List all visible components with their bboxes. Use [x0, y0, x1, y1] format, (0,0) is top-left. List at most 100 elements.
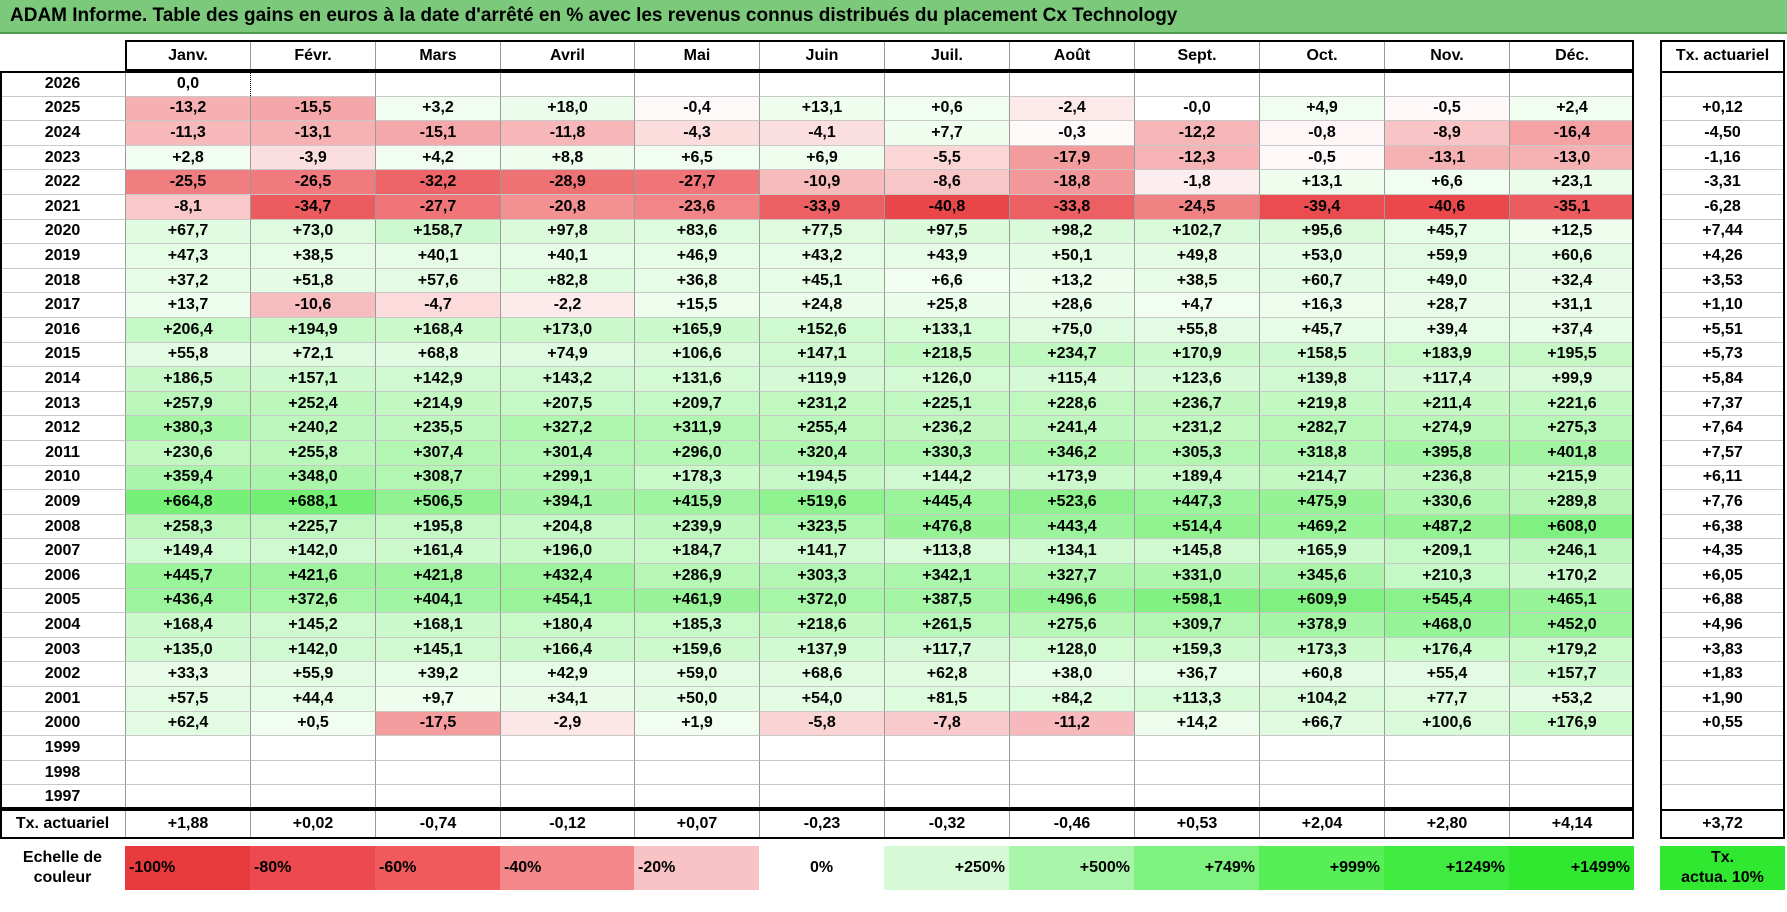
gain-cell[interactable]: +28,7 [1384, 292, 1509, 317]
gain-cell[interactable]: +37,4 [1509, 317, 1634, 342]
gain-cell[interactable]: +159,6 [634, 636, 759, 662]
gain-cell[interactable]: -10,9 [759, 169, 884, 194]
gain-cell[interactable]: +43,9 [884, 243, 1009, 268]
gain-cell[interactable]: -34,7 [250, 194, 375, 219]
gain-cell[interactable]: +55,9 [250, 661, 375, 686]
gain-cell[interactable]: +50,0 [634, 686, 759, 711]
gain-cell[interactable]: +308,7 [375, 464, 500, 490]
gain-cell[interactable]: +39,4 [1384, 317, 1509, 342]
gain-cell[interactable]: +609,9 [1259, 587, 1384, 613]
gain-cell[interactable]: +3,2 [375, 95, 500, 121]
gain-cell[interactable]: -32,2 [375, 169, 500, 194]
gain-cell[interactable]: +348,0 [250, 464, 375, 490]
gain-cell[interactable] [125, 735, 250, 760]
gain-cell[interactable]: +372,0 [759, 587, 884, 613]
gain-cell[interactable]: +395,8 [1384, 440, 1509, 465]
gain-cell[interactable]: +44,4 [250, 686, 375, 711]
gain-cell[interactable]: +194,5 [759, 464, 884, 490]
gain-cell[interactable]: +236,2 [884, 415, 1009, 440]
gain-cell[interactable]: -25,5 [125, 169, 250, 194]
gain-cell[interactable]: +142,0 [250, 538, 375, 563]
gain-cell[interactable]: +60,8 [1259, 661, 1384, 686]
gain-cell[interactable]: +6,6 [1384, 169, 1509, 194]
gain-cell[interactable]: +236,8 [1384, 464, 1509, 490]
gain-cell[interactable]: +39,2 [375, 661, 500, 686]
gain-cell[interactable]: +303,3 [759, 563, 884, 588]
gain-cell[interactable]: +195,8 [375, 513, 500, 539]
gain-cell[interactable]: +6,9 [759, 144, 884, 170]
gain-cell[interactable]: +53,2 [1509, 686, 1634, 711]
gain-cell[interactable]: +231,2 [1134, 415, 1259, 440]
gain-cell[interactable]: +345,6 [1259, 563, 1384, 588]
gain-cell[interactable]: +25,8 [884, 292, 1009, 317]
gain-cell[interactable]: +34,1 [500, 686, 634, 711]
gain-cell[interactable]: +40,1 [500, 243, 634, 268]
gain-cell[interactable]: +66,7 [1259, 710, 1384, 736]
gain-cell[interactable]: -26,5 [250, 169, 375, 194]
gain-cell[interactable]: +236,7 [1134, 390, 1259, 416]
gain-cell[interactable]: +97,5 [884, 218, 1009, 244]
gain-cell[interactable]: +2,8 [125, 144, 250, 170]
gain-cell[interactable]: +6,6 [884, 267, 1009, 293]
gain-cell[interactable] [1509, 71, 1634, 96]
gain-cell[interactable]: +68,6 [759, 661, 884, 686]
gain-cell[interactable]: +688,1 [250, 489, 375, 514]
gain-cell[interactable] [1009, 735, 1134, 760]
gain-cell[interactable]: -28,9 [500, 169, 634, 194]
gain-cell[interactable]: -40,6 [1384, 194, 1509, 219]
gain-cell[interactable]: +13,2 [1009, 267, 1134, 293]
gain-cell[interactable]: +219,8 [1259, 390, 1384, 416]
gain-cell[interactable]: +258,3 [125, 513, 250, 539]
gain-cell[interactable]: +4,9 [1259, 95, 1384, 121]
gain-cell[interactable]: +128,0 [1009, 636, 1134, 662]
gain-cell[interactable]: +98,2 [1009, 218, 1134, 244]
gain-cell[interactable]: -3,9 [250, 144, 375, 170]
gain-cell[interactable]: -12,2 [1134, 120, 1259, 145]
gain-cell[interactable] [884, 735, 1009, 760]
gain-cell[interactable] [634, 735, 759, 760]
gain-cell[interactable]: +104,2 [1259, 686, 1384, 711]
gain-cell[interactable]: +126,0 [884, 366, 1009, 391]
gain-cell[interactable]: +59,9 [1384, 243, 1509, 268]
gain-cell[interactable]: -0,8 [1259, 120, 1384, 145]
gain-cell[interactable]: +447,3 [1134, 489, 1259, 514]
gain-cell[interactable]: +131,6 [634, 366, 759, 391]
gain-cell[interactable] [1384, 735, 1509, 760]
gain-cell[interactable]: +215,9 [1509, 464, 1634, 490]
gain-cell[interactable]: +475,9 [1259, 489, 1384, 514]
gain-cell[interactable]: +6,5 [634, 144, 759, 170]
gain-cell[interactable]: +46,9 [634, 243, 759, 268]
gain-cell[interactable]: +342,1 [884, 563, 1009, 588]
gain-cell[interactable]: +469,2 [1259, 513, 1384, 539]
gain-cell[interactable] [759, 784, 884, 809]
gain-cell[interactable]: +57,5 [125, 686, 250, 711]
gain-cell[interactable]: +476,8 [884, 513, 1009, 539]
gain-cell[interactable]: +378,9 [1259, 612, 1384, 637]
gain-cell[interactable]: +32,4 [1509, 267, 1634, 293]
gain-cell[interactable]: +445,7 [125, 563, 250, 588]
gain-cell[interactable]: +404,1 [375, 587, 500, 613]
gain-cell[interactable]: +189,4 [1134, 464, 1259, 490]
gain-cell[interactable]: -11,3 [125, 120, 250, 145]
gain-cell[interactable]: +62,4 [125, 710, 250, 736]
gain-cell[interactable]: +514,4 [1134, 513, 1259, 539]
gain-cell[interactable]: +168,1 [375, 612, 500, 637]
gain-cell[interactable]: +36,7 [1134, 661, 1259, 686]
gain-cell[interactable]: +452,0 [1509, 612, 1634, 637]
gain-cell[interactable]: +225,1 [884, 390, 1009, 416]
gain-cell[interactable]: -13,1 [1384, 144, 1509, 170]
gain-cell[interactable]: +18,0 [500, 95, 634, 121]
gain-cell[interactable]: +239,9 [634, 513, 759, 539]
gain-cell[interactable]: +209,7 [634, 390, 759, 416]
gain-cell[interactable]: -13,1 [250, 120, 375, 145]
gain-cell[interactable]: +143,2 [500, 366, 634, 391]
gain-cell[interactable]: +2,4 [1509, 95, 1634, 121]
gain-cell[interactable]: -0,4 [634, 95, 759, 121]
gain-cell[interactable] [1259, 71, 1384, 96]
gain-cell[interactable]: -11,8 [500, 120, 634, 145]
gain-cell[interactable]: +436,4 [125, 587, 250, 613]
gain-cell[interactable] [634, 759, 759, 785]
gain-cell[interactable]: +214,9 [375, 390, 500, 416]
gain-cell[interactable] [250, 784, 375, 809]
gain-cell[interactable]: +159,3 [1134, 636, 1259, 662]
